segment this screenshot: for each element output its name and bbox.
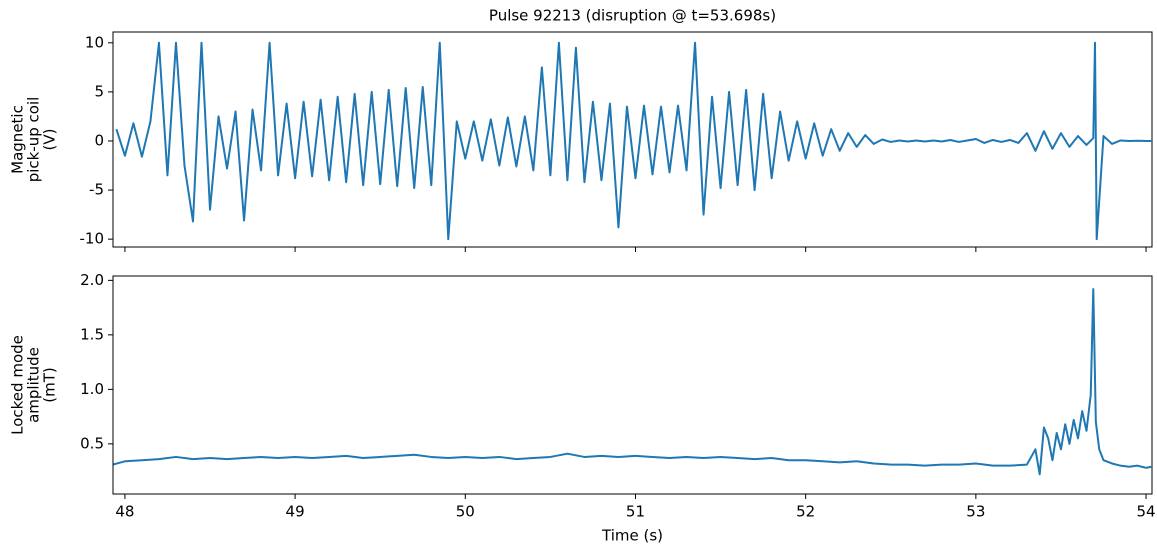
x-tick-label: 52 [796,503,815,521]
y-tick-label: 10 [85,33,104,51]
x-tick-label: 48 [115,503,134,521]
data-line [115,41,1152,241]
y-tick-label: -10 [80,230,105,248]
x-tick-label: 51 [626,503,645,521]
x-tick-label: 54 [1136,503,1155,521]
y-axis-label: pick-up coil [25,97,43,183]
y-axis-label: (V) [41,129,59,151]
y-tick-label: -5 [89,181,104,199]
data-line [113,288,1152,476]
y-axis-label: amplitude [25,347,43,423]
y-axis-label: Locked mode [9,335,27,435]
y-axis-label: (mT) [41,367,59,402]
y-tick-label: 2.0 [80,271,104,289]
subplot: 0.5 1.0 1.5 2.0 48 49 50 51 52 53 54 Time (s) Locked… [9,271,1156,544]
y-tick-label: 1.0 [80,380,104,398]
axes-frame [112,275,1153,495]
chart-title: Pulse 92213 (disruption @ t=53.698s) [489,7,776,25]
y-tick-label: 0 [94,131,104,149]
x-tick-label: 49 [286,503,305,521]
y-tick-label: 1.5 [80,325,104,343]
x-tick-label: 53 [966,503,985,521]
subplot: Pulse 92213 (disruption @ t=53.698s) -10 -… [9,7,1153,252]
axes-frame [112,31,1153,248]
y-tick-label: 5 [94,82,104,100]
y-tick-label: 0.5 [80,434,104,452]
x-axis-label: Time (s) [601,527,663,544]
x-tick-label: 50 [456,503,475,521]
y-axis-label: Magnetic [9,105,27,174]
